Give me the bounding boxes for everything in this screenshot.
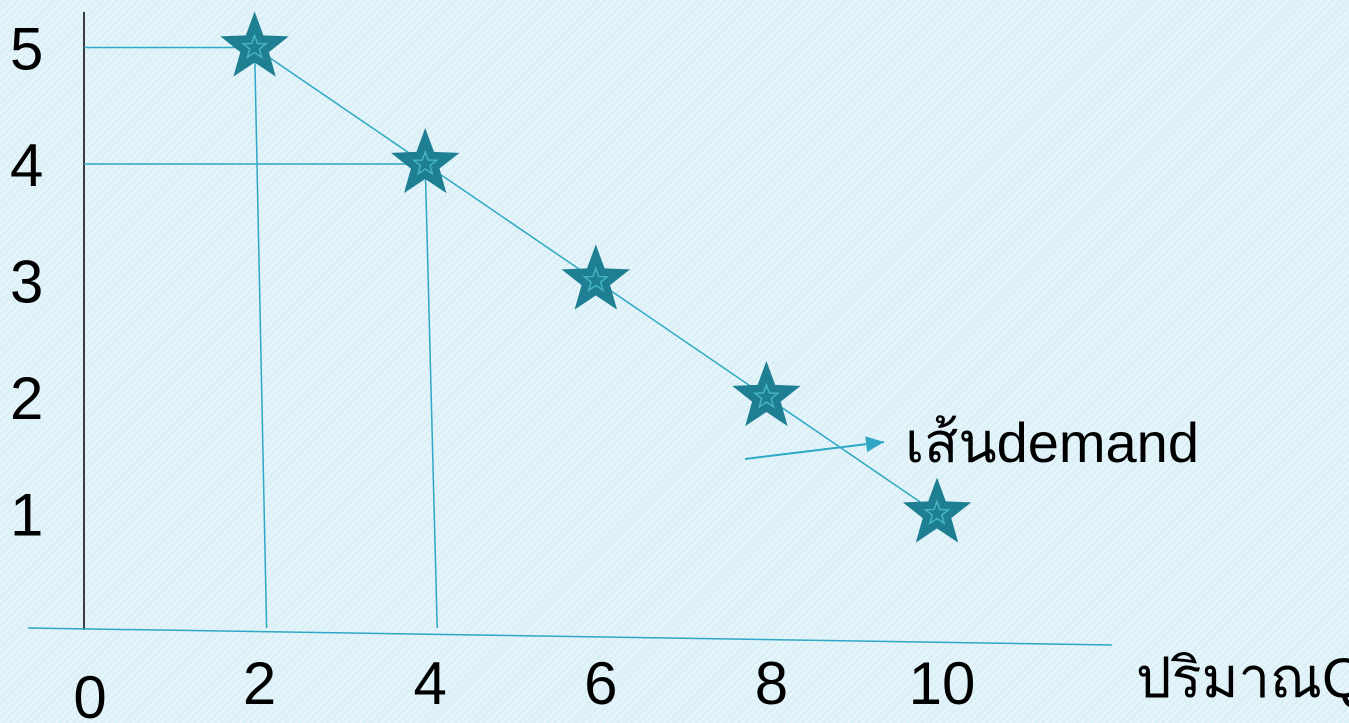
data-point-8 <box>732 361 801 427</box>
data-point-4-inner <box>411 149 439 176</box>
x-tick-0: 0 <box>73 664 106 723</box>
data-point-2 <box>220 11 289 77</box>
data-point-4 <box>391 128 460 194</box>
x-tick-6: 6 <box>584 650 617 717</box>
y-tick-5: 5 <box>10 16 43 83</box>
data-point-6-inner <box>582 266 610 292</box>
data-point-8-inner <box>752 382 780 409</box>
guide-v-0 <box>253 47 268 629</box>
y-tick-4: 4 <box>10 132 43 199</box>
x-tick-10: 10 <box>909 650 976 717</box>
annotation-arrow <box>744 436 885 460</box>
guide-lines <box>84 46 438 629</box>
y-tick-1: 1 <box>10 482 43 549</box>
y-tick-2: 2 <box>10 365 43 432</box>
x-tick-4: 4 <box>414 650 447 717</box>
demand-annotation: เส้นdemand <box>905 411 1199 474</box>
data-point-10 <box>902 477 972 543</box>
guide-v-1 <box>424 163 438 629</box>
data-point-6 <box>561 244 630 310</box>
data-point-2-inner <box>241 33 269 59</box>
y-tick-labels: 1 2 3 4 5 <box>10 16 43 549</box>
data-points <box>220 11 972 543</box>
x-tick-8: 8 <box>755 650 788 717</box>
x-tick-labels: 0 2 4 6 8 10 <box>73 650 975 723</box>
x-axis-label: ปริมาณQ <box>1136 646 1349 709</box>
x-tick-2: 2 <box>243 650 276 717</box>
data-point-10-inner <box>923 499 951 525</box>
x-axis <box>27 627 1113 646</box>
y-tick-3: 3 <box>10 249 43 316</box>
